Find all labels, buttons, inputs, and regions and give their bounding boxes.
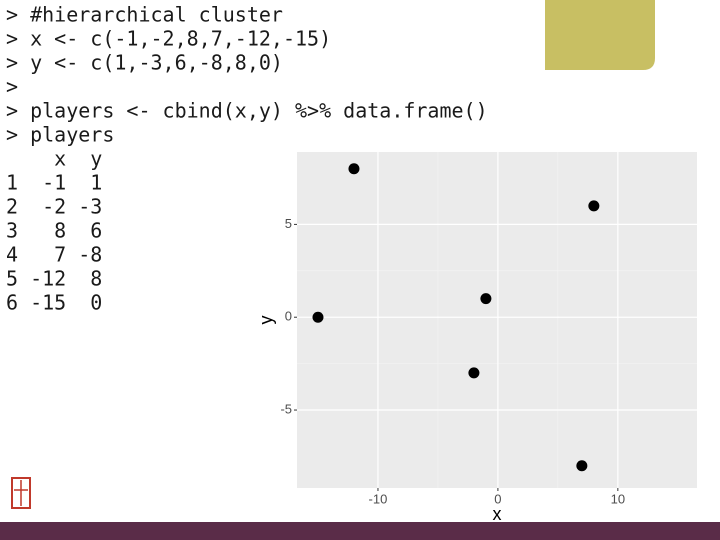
y-tick-label: 5 (285, 216, 292, 231)
point (468, 367, 480, 379)
y-tick-label: -5 (280, 401, 292, 416)
y-axis-label: y (256, 316, 276, 325)
console-line: x y (6, 147, 102, 171)
x-tick-label: -10 (369, 491, 388, 506)
console-line: > players <- cbind(x,y) %>% data.frame() (6, 99, 488, 123)
point (348, 163, 360, 175)
point (588, 200, 600, 212)
console-line: > players (6, 123, 114, 147)
console-line: > (6, 75, 18, 99)
point (480, 293, 492, 305)
x-axis-label: x (493, 504, 502, 524)
console-line: 5 -12 8 (6, 267, 102, 291)
console-line: > #hierarchical cluster (6, 3, 283, 27)
plot-panel (297, 152, 697, 488)
console-line: 4 7 -8 (6, 243, 102, 267)
x-tick-label: 0 (494, 491, 501, 506)
console-line: 1 -1 1 (6, 171, 102, 195)
y-tick-label: 0 (285, 309, 292, 324)
console-line: > x <- c(-1,-2,8,7,-12,-15) (6, 27, 331, 51)
console: > #hierarchical cluster> x <- c(-1,-2,8,… (6, 3, 488, 315)
console-line: 6 -15 0 (6, 291, 102, 315)
stamp-icon (11, 477, 31, 509)
console-line: 3 8 6 (6, 219, 102, 243)
point (576, 460, 588, 472)
x-tick-label: 10 (611, 491, 625, 506)
plot: -10 0 10 -5 0 5 x y (256, 152, 697, 524)
footer-bar (0, 522, 720, 540)
console-line: 2 -2 -3 (6, 195, 102, 219)
point (312, 311, 324, 323)
console-line: > y <- c(1,-3,6,-8,8,0) (6, 51, 283, 75)
